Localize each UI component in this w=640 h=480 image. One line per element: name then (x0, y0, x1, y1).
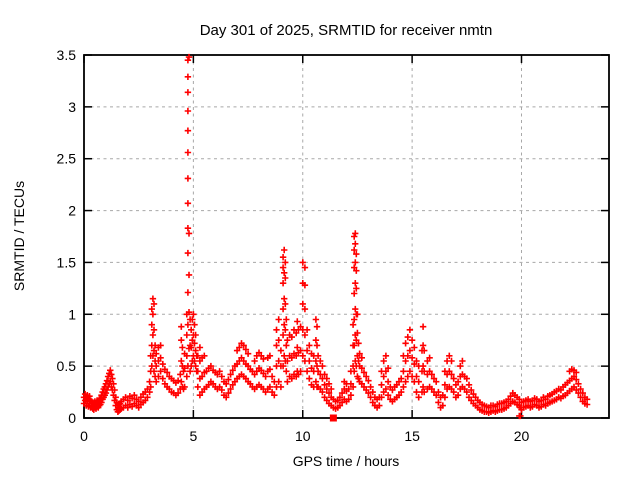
y-tick-label: 2.5 (57, 151, 77, 167)
srmtid-plus-markers (80, 53, 591, 420)
y-tick-label: 1.5 (57, 254, 77, 270)
y-tick-label: 0 (68, 410, 76, 426)
x-tick-label: 15 (404, 428, 420, 444)
x-tick-label: 0 (80, 428, 88, 444)
y-tick-label: 1 (68, 306, 76, 322)
y-axis-label: SRMTID / TECUs (11, 181, 27, 291)
axis-border-layer (83, 54, 610, 419)
y-tick-label: 0.5 (57, 358, 77, 374)
x-tick-label: 20 (514, 428, 530, 444)
chart-title: Day 301 of 2025, SRMTID for receiver nmt… (200, 22, 493, 39)
outlier-square-marker (329, 414, 337, 422)
y-tick-label: 3.5 (57, 47, 77, 63)
x-axis-label: GPS time / hours (293, 453, 400, 469)
tick-labels-layer: 0 5 10 15 20 0 0.5 1 1.5 2 2.5 3 3.5 (57, 47, 530, 444)
grid-layer (84, 55, 609, 418)
data-points-layer (80, 53, 591, 422)
y-tick-label: 2 (68, 203, 76, 219)
x-tick-label: 10 (295, 428, 311, 444)
x-tick-label: 5 (189, 428, 197, 444)
plot-border (83, 54, 610, 419)
y-tick-label: 3 (68, 99, 76, 115)
